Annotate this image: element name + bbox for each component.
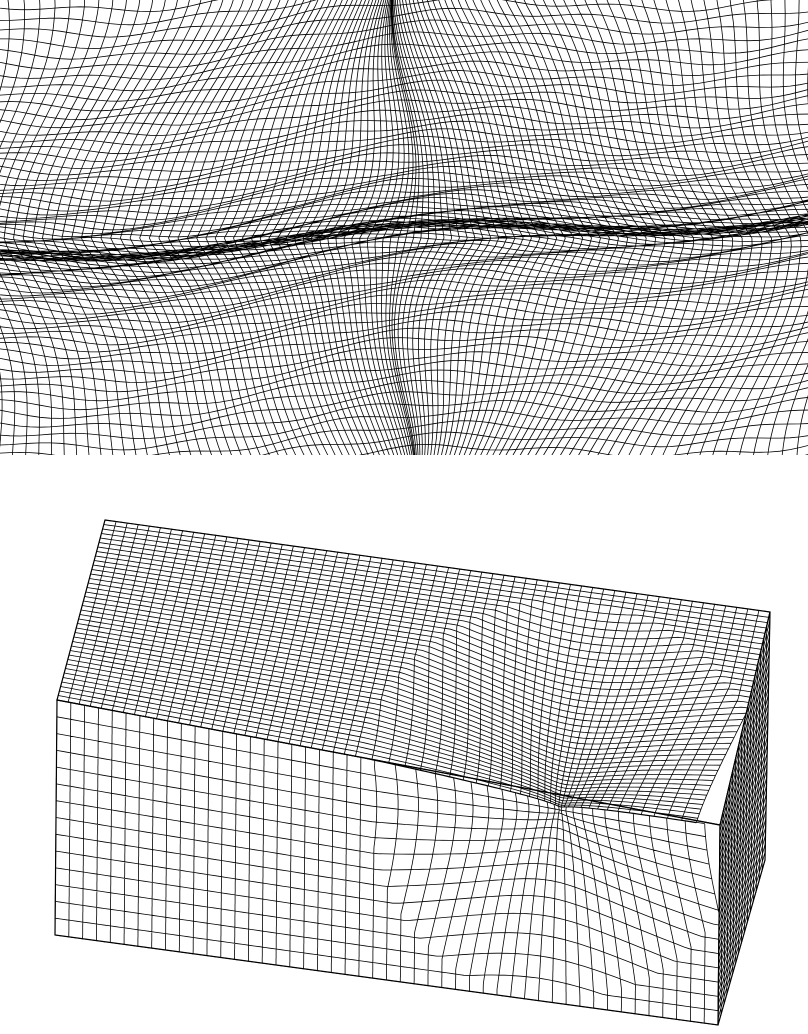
volume-mesh-panel [54,519,771,1026]
surface-mesh-columns [0,0,808,455]
box-side-mesh [717,611,771,1026]
box-front-mesh [54,699,720,1026]
box-top-mesh [56,519,771,824]
surface-mesh-panel [0,0,808,455]
